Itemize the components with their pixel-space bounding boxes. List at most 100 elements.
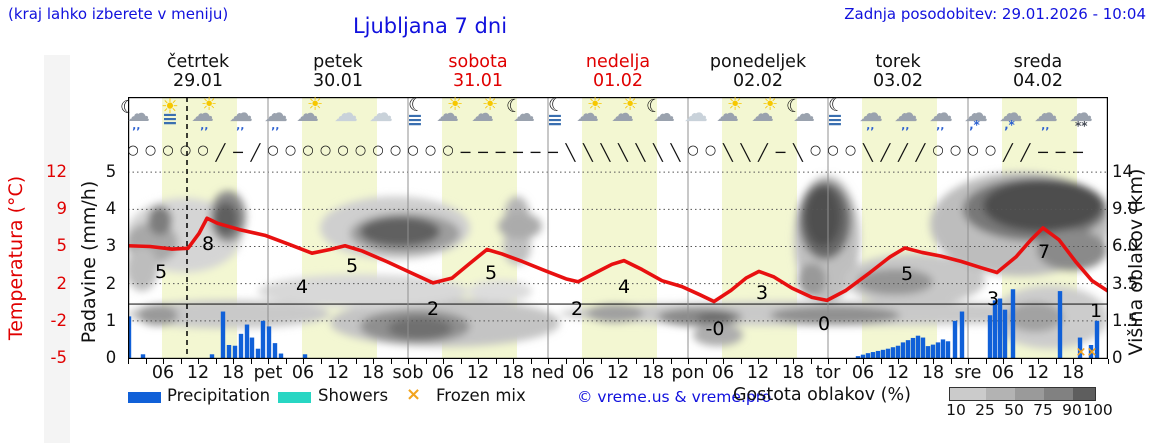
x-axis-ticks — [128, 359, 1109, 365]
x-tick — [320, 359, 322, 364]
day-date: 01.02 — [592, 71, 644, 91]
precip-bar — [895, 345, 901, 358]
wind-barb-symbol: ─ — [1073, 143, 1083, 162]
frozen-mix-mark: × — [1087, 345, 1098, 359]
wind-barb-symbol: ╲ — [618, 143, 628, 162]
x-tick — [285, 359, 287, 364]
cloud-scale-segment — [1044, 388, 1073, 400]
wind-calm-symbol: ○ — [319, 143, 332, 158]
wind-calm-symbol: ○ — [407, 143, 419, 158]
cloud-rain-icon: ☁ ‚‚ — [854, 98, 890, 138]
day-abbrev-label: sob — [392, 363, 424, 383]
precip-bar — [987, 315, 993, 358]
day-date: 03.02 — [872, 71, 924, 91]
icon-glyph: ≡ — [162, 108, 178, 130]
precip-bar — [959, 311, 965, 358]
wind-barb-symbol: ─ — [775, 143, 786, 162]
x-tick — [548, 359, 549, 364]
sun-cloud-icon: ☀ ☁ — [294, 96, 330, 138]
wind-barb-symbol: ─ — [548, 143, 558, 162]
day-date: 02.02 — [732, 71, 784, 91]
x-tick — [880, 359, 882, 364]
x-tick — [338, 359, 339, 364]
cloud-rain-icon: ☁ ‚‚ — [224, 98, 260, 138]
precip-bar — [232, 345, 238, 358]
x-tick — [443, 359, 444, 364]
icon-glyph: ☁ — [684, 99, 708, 127]
wind-calm-symbol: ○ — [354, 143, 367, 158]
x-tick — [425, 359, 427, 364]
wind-barb-symbol: ╲ — [583, 143, 593, 162]
hour-label: 18 — [921, 363, 945, 383]
x-tick — [968, 359, 969, 364]
wind-barb-symbol: ─ — [460, 143, 471, 162]
icon-glyph: ☁ — [964, 99, 988, 127]
cloud-blob — [388, 317, 452, 340]
cloud-scale-segment — [1015, 388, 1044, 400]
temperature-value-label: 8 — [202, 233, 214, 255]
axis-tick-label: 5 — [56, 236, 68, 256]
wind-barb-symbol: ╱ — [250, 143, 261, 162]
precip-bar — [1057, 291, 1063, 358]
precip-bar — [1077, 337, 1083, 358]
frozen-mix-icon: × — [406, 384, 422, 405]
x-tick — [215, 359, 217, 364]
wind-barb-symbol: ╱ — [880, 143, 891, 162]
axis-tick-label: 0 — [105, 348, 117, 367]
cloud-blob — [468, 279, 532, 303]
x-tick — [198, 359, 199, 364]
wind-calm-symbol: ○ — [687, 143, 699, 158]
axis-tick-label: 1.5 — [1112, 310, 1139, 330]
precip-bar — [910, 337, 916, 358]
temperature-value-label: 7 — [1038, 241, 1050, 263]
precip-bar — [266, 326, 272, 358]
cloud-rain-icon: ☁ ‚‚ — [889, 98, 925, 138]
precip-bar — [244, 324, 250, 358]
wind-calm-symbol: ○ — [827, 143, 839, 158]
last-update-label: Zadnja posodobitev: 29.01.2026 - 10:04 — [844, 5, 1146, 23]
temperature-value-label: -0 — [706, 318, 725, 340]
cloud-icon: ☁ — [364, 98, 400, 138]
icon-glyph: ☀ — [587, 94, 604, 115]
x-tick — [1090, 359, 1092, 364]
sun-cloud-icon: ☀ ☁ — [749, 96, 785, 138]
axis-tick-label: -5 — [50, 348, 67, 367]
meteogram-plot: 5 8 4 5 2 5 2 4 -0 3 0 5 3 7 1 × × — [128, 97, 1108, 359]
x-tick — [128, 359, 129, 364]
cloud-blob — [983, 179, 1103, 232]
icon-glyph: ☀ — [727, 94, 744, 115]
day-header: torek 03.02 — [828, 53, 968, 91]
day-name: sobota — [448, 52, 508, 72]
icon-glyph: ≡ — [827, 109, 843, 131]
precipitation-axis-label: Padavine (mm/h) — [78, 180, 100, 344]
icon-glyph: ☾ — [506, 96, 523, 117]
x-tick — [460, 359, 462, 364]
icon-glyph: ‚‚ — [1041, 119, 1050, 132]
icon-glyph: ☾ — [548, 94, 566, 116]
x-tick — [408, 359, 409, 364]
x-tick — [863, 359, 864, 364]
icon-glyph: ☀ — [161, 94, 179, 118]
x-tick — [985, 359, 987, 364]
wind-barb-symbol: ╲ — [863, 143, 873, 162]
wind-barb-symbol: ╲ — [635, 143, 646, 162]
precip-bar — [880, 349, 886, 358]
x-tick — [355, 359, 357, 364]
icon-glyph: ‚‚ — [236, 119, 245, 132]
hour-label: 06 — [571, 363, 595, 383]
cloud-rain-icon: ☁ ‚‚ — [1029, 98, 1065, 138]
hour-label: 06 — [991, 363, 1015, 383]
day-header: ponedeljek 02.02 — [688, 53, 828, 91]
icon-glyph: ‚* — [969, 118, 980, 132]
wind-calm-symbol: ○ — [144, 143, 157, 158]
icon-glyph: ☁ — [369, 99, 393, 127]
icon-glyph: ☁ — [793, 102, 815, 127]
copyright-link[interactable]: © vreme.us & vreme.pro — [577, 388, 772, 406]
day-abbrev-label: sre — [954, 363, 982, 383]
cloud-scale-label: 75 — [1033, 401, 1053, 419]
day-name: sreda — [1013, 52, 1063, 72]
cloud-rain-icon: ☁ ‚‚ — [924, 98, 960, 138]
day-date: 04.02 — [1012, 71, 1064, 91]
axis-tick-label: 14 — [1112, 162, 1133, 182]
precip-bar — [940, 339, 946, 358]
